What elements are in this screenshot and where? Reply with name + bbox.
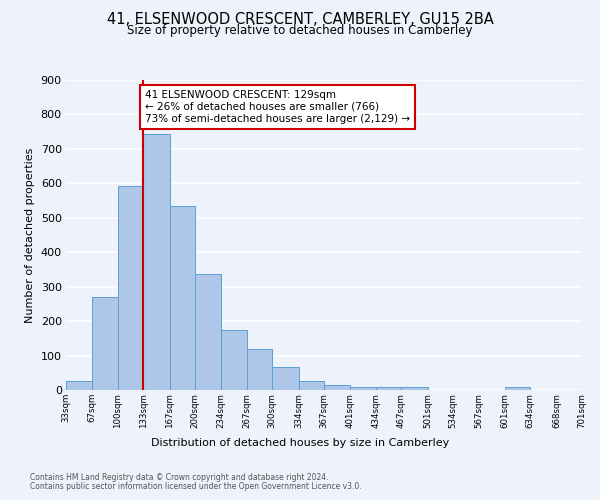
Bar bbox=[247, 348, 272, 390]
Bar bbox=[401, 387, 428, 390]
Text: Size of property relative to detached houses in Camberley: Size of property relative to detached ho… bbox=[127, 24, 473, 37]
Text: 41, ELSENWOOD CRESCENT, CAMBERLEY, GU15 2BA: 41, ELSENWOOD CRESCENT, CAMBERLEY, GU15 … bbox=[107, 12, 493, 28]
Text: 41 ELSENWOOD CRESCENT: 129sqm
← 26% of detached houses are smaller (766)
73% of : 41 ELSENWOOD CRESCENT: 129sqm ← 26% of d… bbox=[145, 90, 410, 124]
Bar bbox=[272, 366, 299, 390]
Bar bbox=[195, 274, 221, 390]
Bar bbox=[221, 330, 247, 390]
Text: Distribution of detached houses by size in Camberley: Distribution of detached houses by size … bbox=[151, 438, 449, 448]
Bar bbox=[170, 206, 195, 390]
Bar bbox=[299, 382, 324, 390]
Bar bbox=[505, 386, 530, 390]
Y-axis label: Number of detached properties: Number of detached properties bbox=[25, 148, 35, 322]
Text: Contains public sector information licensed under the Open Government Licence v3: Contains public sector information licen… bbox=[30, 482, 362, 491]
Bar bbox=[143, 134, 170, 390]
Text: Contains HM Land Registry data © Crown copyright and database right 2024.: Contains HM Land Registry data © Crown c… bbox=[30, 474, 329, 482]
Bar bbox=[376, 387, 401, 390]
Bar bbox=[66, 380, 92, 390]
Bar bbox=[324, 385, 350, 390]
Bar bbox=[118, 186, 143, 390]
Bar bbox=[92, 297, 118, 390]
Bar bbox=[350, 386, 376, 390]
